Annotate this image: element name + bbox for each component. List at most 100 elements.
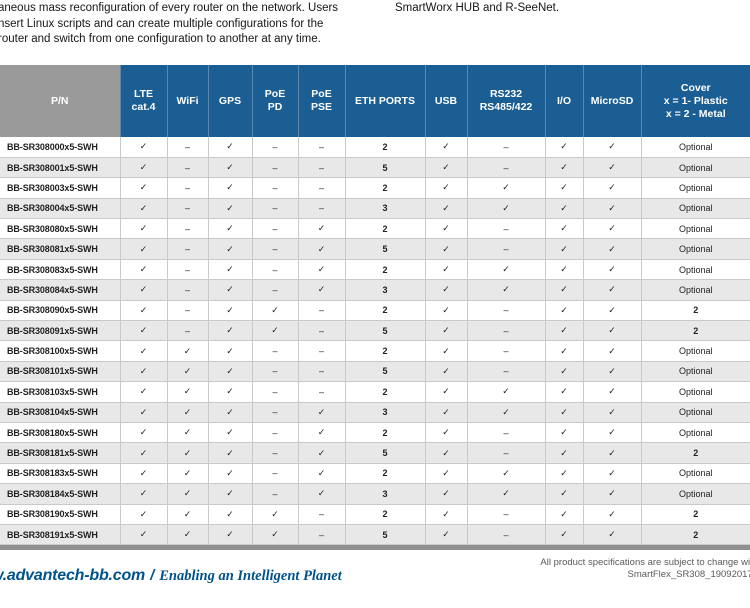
table-row: BB-SR308190x5-SWH ✓ ✓ ✓ ✓ –2 ✓ – ✓ ✓ 2 [0, 504, 750, 525]
cell-rs232: ✓ [466, 198, 546, 220]
cell-poe-pd: – [251, 238, 299, 260]
advantech-url-link[interactable]: w.advantech-bb.com [0, 567, 146, 584]
cell-wifi: – [166, 218, 209, 240]
cell-io: ✓ [544, 157, 584, 179]
cell-io: ✓ [544, 238, 584, 260]
table-row: BB-SR308001x5-SWH ✓ – ✓ – –5 ✓ – ✓ ✓ Optional [0, 157, 750, 179]
cell-cover: Optional [640, 238, 750, 260]
cell-eth-ports: 2 [344, 504, 426, 525]
cell-eth-ports: 2 [344, 259, 426, 281]
cell-eth-ports: 5 [344, 157, 426, 179]
cell-gps: ✓ [207, 157, 253, 179]
cell-rs232: – [466, 361, 546, 383]
cell-poe-pse: ✓ [297, 402, 346, 423]
cell-gps: ✓ [207, 238, 253, 260]
cell-eth-ports: 2 [344, 422, 426, 444]
cell-eth-ports: 2 [344, 463, 426, 485]
cell-cover: Optional [640, 218, 750, 240]
cell-io: ✓ [544, 320, 584, 342]
cell-wifi: ✓ [166, 340, 209, 362]
table-row: BB-SR308081x5-SWH ✓ – ✓ – ✓ 5 ✓ – ✓ ✓ Optional [0, 238, 750, 260]
cell-poe-pd: – [251, 381, 299, 403]
document-id: SmartFlex_SR308_19092017d [627, 569, 750, 580]
column-header-rs232: RS232 RS485/422 [466, 65, 545, 137]
cell-io: ✓ [544, 177, 584, 199]
cell-wifi: ✓ [166, 442, 209, 464]
part-number: BB-SR308003x5-SWH [0, 177, 121, 199]
cell-wifi: – [166, 177, 209, 199]
cell-wifi: – [166, 157, 209, 179]
part-number: BB-SR308180x5-SWH [0, 422, 121, 444]
cell-io: ✓ [544, 259, 584, 281]
cell-eth-ports: 3 [344, 483, 426, 505]
cell-wifi: ✓ [166, 361, 209, 383]
cell-cover: 2 [640, 504, 750, 525]
cell-wifi: – [166, 198, 209, 220]
cell-poe-pse: – [297, 340, 346, 362]
cell-io: ✓ [544, 340, 584, 362]
cell-usb: ✓ [424, 218, 468, 240]
cell-usb: ✓ [424, 402, 468, 423]
cell-wifi: – [166, 320, 209, 342]
cell-lte: ✓ [119, 157, 168, 179]
cell-rs232: – [466, 442, 546, 464]
cell-cover: Optional [640, 483, 750, 505]
cell-wifi: – [166, 137, 209, 158]
cell-usb: ✓ [424, 463, 468, 485]
cell-gps: ✓ [207, 422, 253, 444]
table-row: BB-SR308090x5-SWH ✓ – ✓ ✓ –2 ✓ – ✓ ✓ 2 [0, 300, 750, 322]
column-header-lte: LTE cat.4 [119, 65, 167, 137]
cell-usb: ✓ [424, 442, 468, 464]
table-row: BB-SR308180x5-SWH ✓ ✓ ✓ – ✓ 2 ✓ – ✓ ✓ Optional [0, 422, 750, 444]
cell-poe-pd: – [251, 218, 299, 240]
table-bottom-divider [0, 545, 750, 550]
cell-usb: ✓ [424, 137, 468, 158]
cell-wifi: ✓ [166, 402, 209, 423]
intro-line: aneous mass reconfiguration of every rou… [0, 2, 339, 14]
cell-microsd: ✓ [582, 259, 642, 281]
footer-brand: w.advantech-bb.com / Enabling an Intellige… [0, 567, 342, 585]
cell-cover: Optional [640, 259, 750, 281]
cell-gps: ✓ [207, 340, 253, 362]
disclaimer-line: All product specifications are subject t… [540, 557, 750, 568]
column-header-usb: USB [424, 65, 467, 137]
cell-usb: ✓ [424, 320, 468, 342]
cell-gps: ✓ [207, 361, 253, 383]
cell-microsd: ✓ [582, 504, 642, 525]
part-number: BB-SR308080x5-SWH [0, 218, 121, 240]
cell-poe-pd: – [251, 402, 299, 423]
cell-cover: Optional [640, 361, 750, 383]
cell-wifi: ✓ [166, 422, 209, 444]
cell-rs232: ✓ [466, 402, 546, 423]
cell-microsd: ✓ [582, 340, 642, 362]
cell-cover: 2 [640, 300, 750, 322]
table-row: BB-SR308103x5-SWH ✓ ✓ ✓ – –2 ✓ ✓ ✓ ✓ Optional [0, 381, 750, 403]
cell-poe-pd: – [251, 442, 299, 464]
part-number: BB-SR308081x5-SWH [0, 238, 121, 260]
table-row: BB-SR308183x5-SWH ✓ ✓ ✓ – ✓ 2 ✓ ✓ ✓ ✓ Optional [0, 463, 750, 485]
cell-lte: ✓ [119, 177, 168, 199]
intro-line: router and switch from one configuration… [0, 33, 321, 45]
cell-gps: ✓ [207, 504, 253, 525]
cell-usb: ✓ [424, 300, 468, 322]
cell-microsd: ✓ [582, 483, 642, 505]
cell-poe-pse: ✓ [297, 483, 346, 505]
cell-usb: ✓ [424, 238, 468, 260]
cell-usb: ✓ [424, 198, 468, 220]
cell-microsd: ✓ [582, 218, 642, 240]
part-number: BB-SR308184x5-SWH [0, 483, 121, 505]
cell-rs232: ✓ [466, 177, 546, 199]
cell-cover: Optional [640, 137, 750, 158]
cell-rs232: – [466, 422, 546, 444]
cell-lte: ✓ [119, 198, 168, 220]
cell-poe-pse: – [297, 198, 346, 220]
cell-usb: ✓ [424, 381, 468, 403]
cell-microsd: ✓ [582, 198, 642, 220]
cell-lte: ✓ [119, 504, 168, 525]
cell-io: ✓ [544, 524, 584, 546]
cell-poe-pd: ✓ [251, 300, 299, 322]
cell-cover: Optional [640, 198, 750, 220]
cell-poe-pd: – [251, 198, 299, 220]
cell-wifi: ✓ [166, 381, 209, 403]
cell-poe-pd: – [251, 483, 299, 505]
